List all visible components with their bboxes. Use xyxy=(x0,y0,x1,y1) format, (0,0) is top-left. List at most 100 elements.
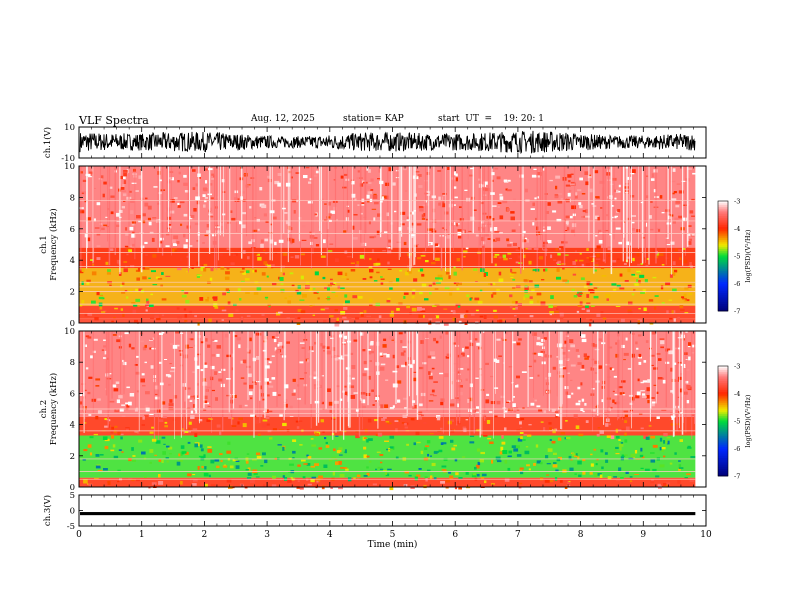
psd-cell xyxy=(232,254,236,256)
psd-cell xyxy=(483,273,487,277)
psd-cell xyxy=(549,439,552,441)
psd-cell xyxy=(487,238,491,240)
psd-cell xyxy=(248,391,253,396)
psd-cell xyxy=(555,185,558,190)
psd-cell xyxy=(512,341,516,344)
psd-cell xyxy=(475,377,479,379)
colorbar-segment xyxy=(718,437,728,440)
psd-cell xyxy=(279,428,285,431)
psd-cell xyxy=(156,317,161,321)
psd-cell xyxy=(677,212,681,215)
psd-cell xyxy=(424,476,428,480)
psd-cell xyxy=(638,361,642,365)
psd-cell xyxy=(369,276,373,279)
psd-cell xyxy=(672,261,676,266)
colorbar-segment xyxy=(718,380,728,383)
psd-cell xyxy=(426,172,430,175)
psd-cell xyxy=(656,416,660,419)
psd-cell xyxy=(184,320,188,322)
psd-cell xyxy=(210,267,214,272)
psd-cell xyxy=(568,180,571,183)
colorbar-tick-label: -4 xyxy=(734,225,740,233)
psd-cell xyxy=(383,416,387,419)
psd-cell xyxy=(551,408,556,413)
psd-cell xyxy=(658,358,662,361)
colorbar-segment xyxy=(718,373,728,376)
psd-cell xyxy=(571,229,575,233)
psd-cell xyxy=(199,297,204,301)
psd-cell xyxy=(608,346,613,349)
psd-cell xyxy=(372,483,377,486)
psd-cell xyxy=(547,226,551,230)
psd-cell xyxy=(210,459,215,464)
psd-cell xyxy=(187,431,191,433)
psd-cell xyxy=(389,407,394,410)
psd-cell xyxy=(458,368,464,370)
colorbar-segment xyxy=(718,281,728,284)
psd-cell xyxy=(330,282,335,285)
psd-cell xyxy=(196,191,199,194)
psd-cell xyxy=(479,458,484,463)
psd-cell xyxy=(490,227,493,232)
psd-cell xyxy=(282,446,285,451)
psd-cell xyxy=(376,230,380,235)
psd-cell xyxy=(317,297,320,300)
psd-cell xyxy=(105,373,110,377)
psd-cell xyxy=(519,174,524,178)
psd-cell xyxy=(431,356,436,359)
psd-cell xyxy=(120,433,124,436)
colorbar-segment xyxy=(718,452,728,455)
psd-cell xyxy=(326,346,330,350)
psd-cell xyxy=(192,419,198,424)
psd-cell xyxy=(219,223,224,226)
colorbar-segment xyxy=(718,250,728,253)
psd-cell xyxy=(498,271,502,276)
psd-cell xyxy=(85,335,90,338)
psd-cell xyxy=(678,249,683,252)
psd-cell xyxy=(436,250,440,253)
psd-cell xyxy=(177,316,182,319)
psd-cell xyxy=(581,338,587,343)
psd-cell xyxy=(497,460,502,463)
psd-cell xyxy=(688,342,692,346)
psd-cell xyxy=(582,458,586,462)
x-tick-label: 1 xyxy=(139,530,145,540)
psd-cell xyxy=(421,414,424,417)
psd-cell xyxy=(289,272,294,275)
psd-cell xyxy=(196,240,199,242)
psd-cell xyxy=(282,475,285,478)
psd-cell xyxy=(536,172,542,176)
psd-cell xyxy=(374,202,379,205)
psd-cell xyxy=(90,259,93,261)
psd-cell xyxy=(591,203,594,205)
psd-cell xyxy=(104,445,109,450)
psd-cell xyxy=(562,267,565,270)
psd-cell xyxy=(195,397,200,399)
colorbar-tick-label: -5 xyxy=(734,253,740,261)
psd-cell xyxy=(652,468,657,472)
psd-cell xyxy=(440,201,445,205)
psd-cell xyxy=(200,369,204,372)
psd-cell xyxy=(519,469,523,472)
psd-cell xyxy=(144,197,148,200)
psd-cell xyxy=(427,228,432,231)
psd-cell xyxy=(276,343,280,347)
colorbar-tick-label: -3 xyxy=(734,363,740,371)
psd-cell xyxy=(597,427,601,429)
psd-cell xyxy=(567,192,571,197)
psd-cell xyxy=(322,276,326,280)
psd-cell xyxy=(590,305,595,307)
psd-cell xyxy=(187,473,192,477)
psd-cell xyxy=(95,378,101,381)
psd-cell xyxy=(398,332,403,335)
psd-cell xyxy=(101,311,106,313)
psd-cell xyxy=(368,349,372,351)
psd-cell xyxy=(607,196,612,199)
psd-cell xyxy=(679,305,684,309)
psd-cell xyxy=(248,373,252,378)
psd-cell xyxy=(154,454,157,456)
psd-cell xyxy=(475,309,479,312)
psd-cell xyxy=(686,473,691,476)
psd-cell xyxy=(539,342,544,346)
psd-cell xyxy=(589,472,593,475)
